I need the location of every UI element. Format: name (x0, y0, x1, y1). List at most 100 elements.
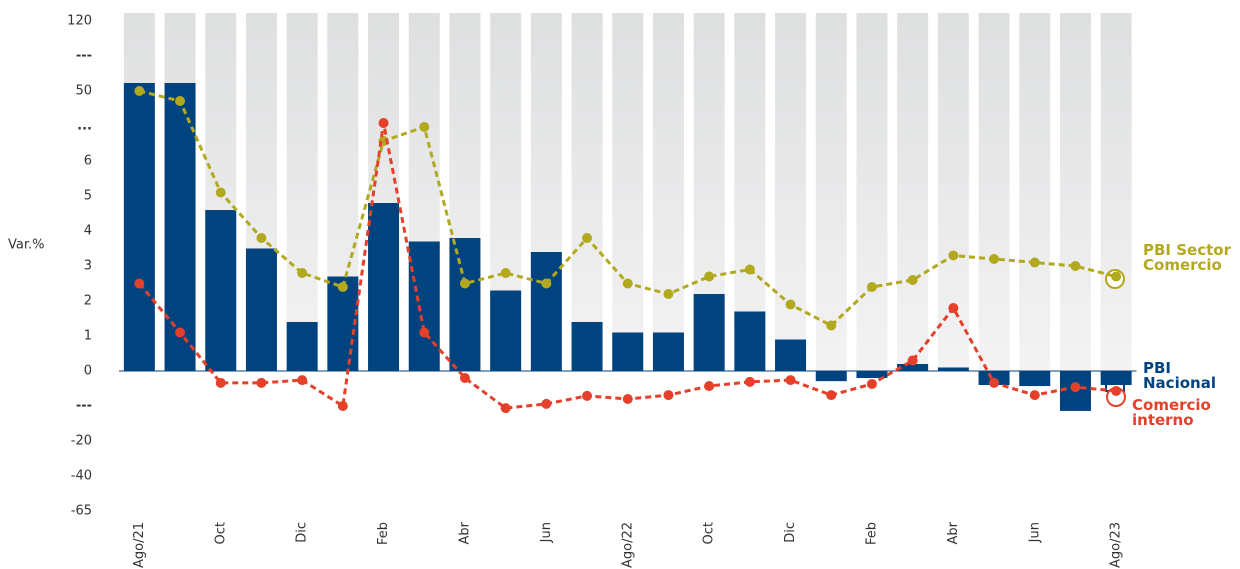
point (866, 378, 877, 389)
y-tick-label: ... (77, 119, 92, 134)
y-tick-label: 2 (84, 294, 92, 309)
y-axis-label: Var.% (8, 238, 45, 253)
point (1070, 382, 1081, 393)
point (256, 233, 267, 243)
point (419, 121, 430, 132)
bar (286, 322, 318, 371)
bar (897, 364, 929, 371)
y-tick-label: 120 (67, 14, 92, 29)
legend-label: PBI Nacional (1143, 359, 1216, 392)
background-column (734, 13, 766, 371)
background-column (897, 13, 929, 371)
bar (775, 339, 807, 371)
bar (937, 367, 969, 371)
point (1029, 257, 1040, 268)
bar (245, 248, 277, 371)
point (337, 401, 348, 411)
point (948, 250, 959, 261)
bar (408, 241, 440, 371)
y-tick-label: --- (76, 399, 92, 414)
point (1029, 390, 1040, 401)
bar (856, 371, 888, 378)
x-tick-label: Dic (783, 522, 798, 543)
point (459, 278, 470, 289)
point (826, 320, 837, 331)
point (826, 390, 837, 401)
point (215, 377, 226, 388)
x-tick-label: Dic (295, 522, 310, 543)
point (622, 278, 633, 289)
y-tick-label: 0 (84, 364, 92, 379)
x-tick-label: Jun (1027, 522, 1042, 543)
bar (815, 371, 847, 382)
point (541, 278, 552, 289)
y-tick-label: 4 (84, 224, 92, 239)
point (459, 373, 470, 383)
point (622, 394, 633, 404)
background-column (652, 13, 684, 371)
point (785, 375, 796, 386)
point (541, 398, 552, 409)
bar (612, 332, 644, 371)
background-column (856, 13, 888, 371)
point (500, 268, 511, 278)
bar (164, 83, 196, 371)
point (663, 289, 674, 299)
y-tick-label: -65 (71, 504, 92, 519)
point (663, 390, 674, 401)
point (175, 96, 186, 107)
point (134, 86, 145, 96)
background-column (775, 13, 807, 371)
background-column (612, 13, 644, 371)
bar (205, 210, 237, 371)
point (1111, 271, 1122, 282)
point (907, 275, 918, 285)
x-tick-label: Oct (702, 522, 717, 544)
point (256, 377, 267, 388)
x-tick-label: Oct (213, 522, 228, 544)
bar (368, 203, 400, 371)
legend-label: PBI Sector Comercio (1143, 241, 1231, 274)
background-column (1059, 13, 1091, 371)
point (378, 117, 389, 128)
point (1070, 261, 1081, 271)
background-column (286, 13, 318, 371)
y-tick-label: 6 (84, 154, 92, 169)
point (297, 268, 308, 278)
x-tick-label: Ago/21 (132, 522, 147, 568)
point (948, 303, 959, 313)
point (1111, 385, 1122, 396)
point (785, 299, 796, 310)
point (134, 278, 145, 289)
bar (530, 252, 562, 371)
bar (693, 294, 725, 371)
point (704, 381, 715, 392)
background-column (1019, 13, 1051, 371)
x-tick-label: Feb (376, 522, 391, 545)
y-tick-label: --- (76, 49, 92, 64)
point (744, 264, 755, 275)
y-tick-label: 5 (84, 189, 92, 204)
point (907, 355, 918, 366)
bar (1019, 371, 1051, 387)
y-tick-label: -40 (71, 469, 92, 484)
bar (123, 83, 155, 371)
point (500, 403, 511, 414)
point (744, 376, 755, 387)
y-tick-label: -20 (71, 434, 92, 449)
point (215, 187, 226, 198)
bar (571, 322, 603, 371)
bar (1100, 371, 1132, 385)
y-tick-label: 50 (75, 84, 92, 99)
y-tick-label: 3 (84, 259, 92, 274)
background-column (571, 13, 603, 371)
point (704, 271, 715, 282)
x-tick-label: Abr (457, 521, 472, 544)
y-tick-label: 1 (84, 329, 92, 344)
point (582, 233, 593, 243)
background-column (815, 13, 847, 371)
bar (490, 290, 522, 371)
point (582, 390, 593, 401)
